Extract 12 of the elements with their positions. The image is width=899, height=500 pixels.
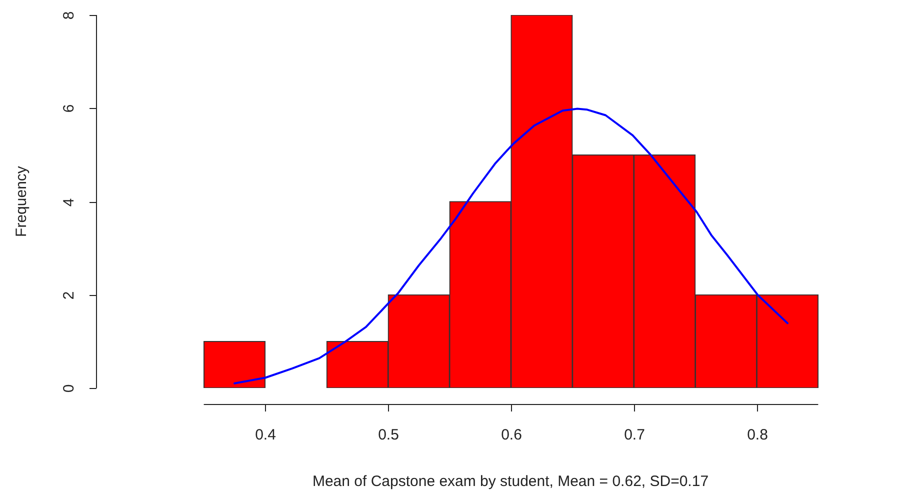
y-tick-label: 2 — [60, 291, 78, 300]
x-tick-label: 0.5 — [378, 426, 399, 444]
y-tick-label: 6 — [60, 104, 78, 113]
x-tick-label: 0.8 — [747, 426, 768, 444]
x-axis-title: Mean of Capstone exam by student, Mean = 0.62, SD=0.17 — [312, 473, 709, 490]
x-tick-label: 0.7 — [624, 426, 645, 444]
y-tick-label: 8 — [60, 11, 78, 20]
y-tick-label: 4 — [60, 198, 78, 207]
y-axis-title: Frequency — [13, 166, 30, 237]
y-tick-label: 0 — [60, 384, 78, 393]
x-tick-label: 0.4 — [255, 426, 276, 444]
x-tick-label: 0.6 — [501, 426, 522, 444]
